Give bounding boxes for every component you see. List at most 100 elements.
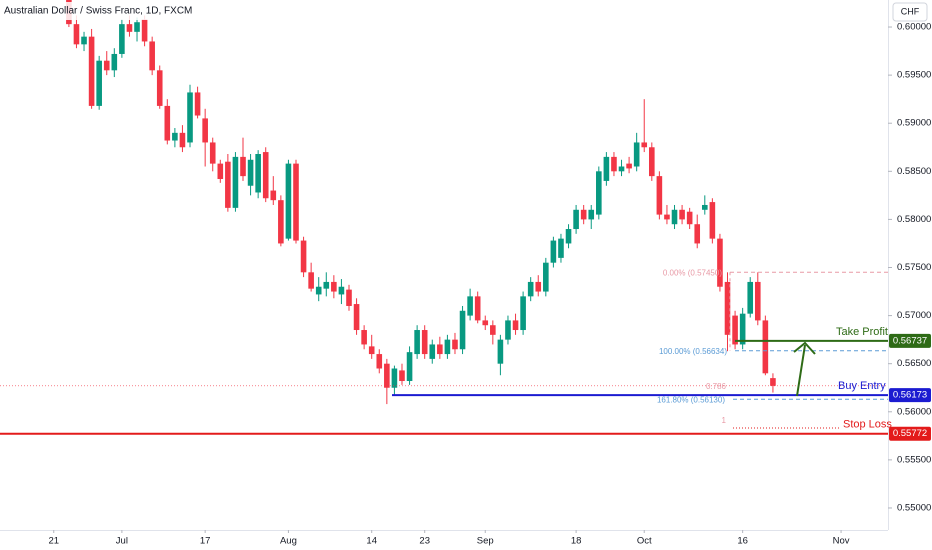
candle-body (694, 224, 701, 244)
candle-body (119, 24, 125, 54)
candle-body (384, 363, 390, 388)
candle-body (611, 156, 617, 172)
level-name: Take Profit (836, 326, 888, 338)
candle-body (376, 354, 383, 369)
y-tick-label: 0.58500 (897, 166, 931, 177)
currency-label: CHF (901, 6, 920, 16)
candle-body (747, 281, 754, 314)
x-tick-label: 23 (419, 536, 430, 547)
candle-body (550, 240, 557, 263)
candle-body (391, 368, 398, 388)
candle-body (399, 370, 405, 382)
candle-body (717, 238, 723, 287)
candle-body (172, 132, 178, 141)
candle-body (558, 238, 564, 258)
candles (66, 0, 776, 405)
candle-body (262, 152, 269, 199)
y-tick-label: 0.55500 (897, 454, 931, 465)
candle-body (671, 209, 678, 225)
candle-body (73, 24, 80, 45)
candle-body (111, 53, 118, 71)
candle-body (543, 262, 549, 292)
candle-body (315, 286, 322, 295)
candle-body (368, 346, 375, 355)
candle-body (679, 209, 685, 220)
candle-body (149, 41, 155, 71)
y-tick-label: 0.58000 (897, 214, 931, 225)
candle-body (467, 296, 473, 316)
candle-body (497, 339, 504, 364)
candle-body (338, 286, 345, 295)
candle-body (353, 304, 360, 331)
candle-body (103, 60, 110, 71)
candle-body (270, 190, 277, 201)
candle-body (209, 142, 216, 164)
price-box (889, 388, 931, 403)
candle-body (126, 24, 133, 32)
y-tick-label: 0.57000 (897, 310, 931, 321)
candle-body (429, 344, 436, 359)
candle-body (141, 19, 148, 42)
candle-body (444, 339, 451, 355)
candle-body (459, 310, 466, 350)
level-name: Buy Entry (838, 380, 886, 392)
fib-label: 161.80% (0.56130) (657, 395, 725, 404)
level-name: Stop Loss (843, 419, 892, 431)
candle-body (293, 163, 299, 241)
candle-body (81, 36, 87, 45)
x-tick-label: Oct (637, 536, 652, 547)
candle-body (739, 313, 746, 345)
candle-body (255, 153, 261, 193)
fib-label: 0.00% (0.57450) (663, 268, 722, 277)
candle-body (762, 320, 769, 374)
candle-body (505, 320, 511, 340)
arrow-head (793, 341, 816, 355)
price-box (889, 426, 931, 441)
x-tick-label: 21 (48, 536, 59, 547)
candle-body (754, 281, 761, 321)
currency-box[interactable] (892, 2, 928, 22)
candle-body (527, 281, 534, 297)
chart-title: Australian Dollar / Swiss Franc, 1D, FXC… (4, 6, 192, 17)
candle-body (490, 325, 496, 335)
x-tick-label: 14 (366, 536, 377, 547)
fib-label: 100.00% (0.56634) (659, 347, 727, 356)
candle-body (164, 105, 171, 141)
price-box-label: 0.56173 (893, 390, 927, 401)
candle-body (701, 204, 708, 210)
candle-body (709, 202, 716, 239)
x-tick-label: 17 (200, 536, 211, 547)
candle-body (361, 330, 367, 345)
candle-body (96, 60, 102, 106)
y-tick-label: 0.56000 (897, 406, 931, 417)
candle-body (452, 339, 458, 350)
overlay: 0.00% (0.57450) 100.00% (0.56634) 161.80% … (0, 268, 931, 441)
y-tick-label: 0.55000 (897, 502, 931, 513)
candle-body (649, 147, 655, 177)
x-tick-label: Aug (280, 536, 297, 547)
candle-body (588, 209, 595, 220)
candle-body (278, 200, 284, 244)
candle-body (285, 163, 292, 239)
candle-body (247, 159, 254, 186)
x-tick-label: 16 (737, 536, 748, 547)
candle-body (603, 156, 610, 181)
candle-body (770, 378, 776, 386)
candle-body (308, 272, 314, 289)
candle-body (414, 330, 420, 355)
candle-body (323, 281, 330, 289)
y-tick-label: 0.60000 (897, 22, 931, 33)
candle-body (626, 163, 632, 169)
candle-body (724, 281, 731, 335)
price-box (889, 333, 931, 348)
candle-body (686, 211, 693, 225)
candle-body (437, 344, 443, 355)
candle-body (225, 161, 231, 208)
candle-body (520, 296, 526, 331)
candle-body (202, 118, 208, 143)
candle-body (187, 92, 193, 143)
x-tick-label: Nov (833, 536, 850, 547)
y-tick-label: 0.59000 (897, 118, 931, 129)
